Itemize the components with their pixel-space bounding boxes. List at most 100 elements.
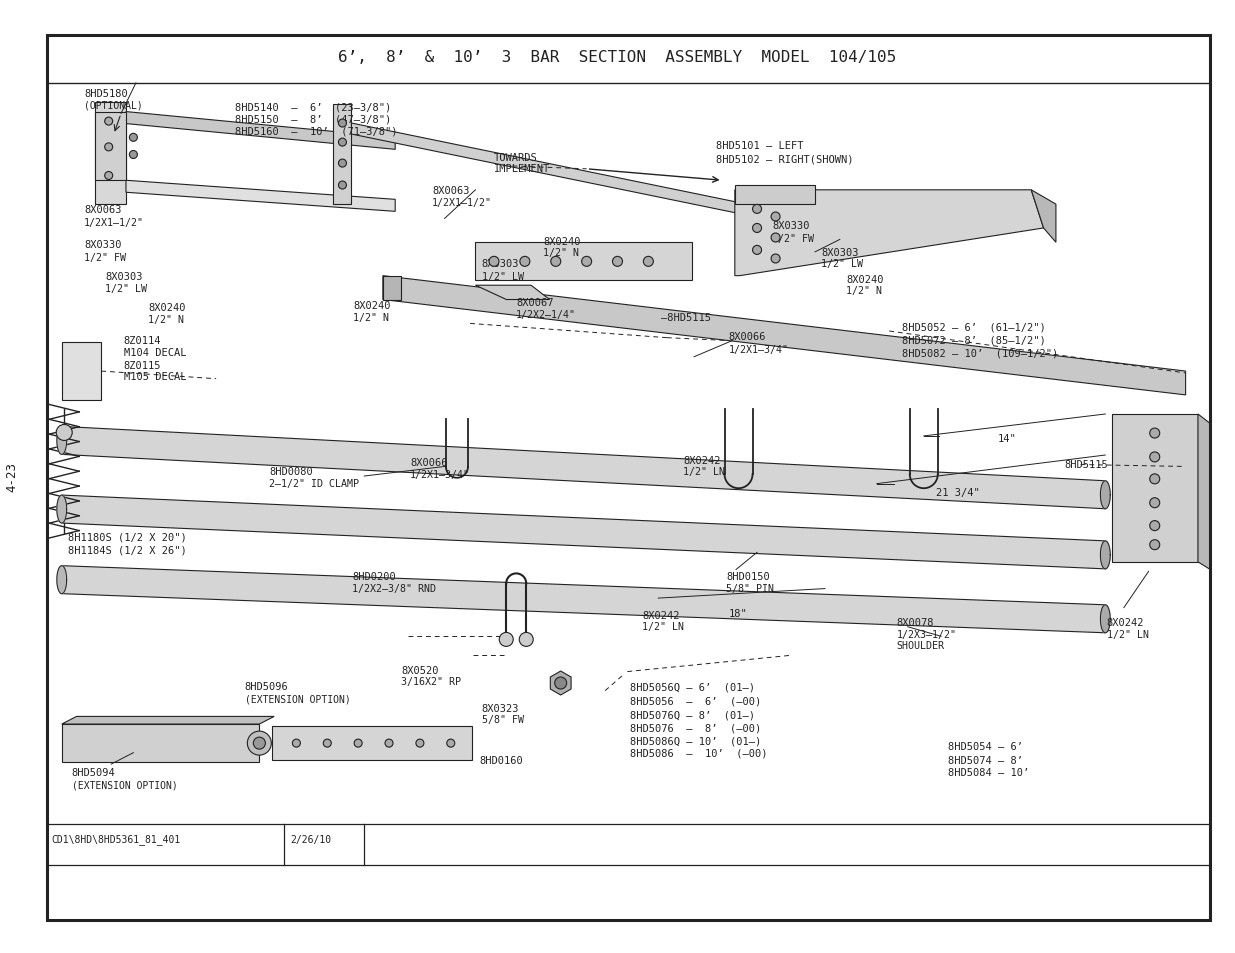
Text: 8HD5056  –  6’  (–00): 8HD5056 – 6’ (–00) bbox=[630, 696, 761, 705]
Polygon shape bbox=[333, 105, 352, 205]
Text: 8HD5096: 8HD5096 bbox=[245, 681, 288, 691]
Circle shape bbox=[771, 233, 781, 243]
Text: 8H1184S (1/2 X 26"): 8H1184S (1/2 X 26") bbox=[68, 545, 186, 555]
Text: 1/2" LW: 1/2" LW bbox=[821, 259, 863, 269]
Text: 8X0330: 8X0330 bbox=[84, 240, 121, 250]
Text: 8X0066: 8X0066 bbox=[729, 332, 766, 341]
Circle shape bbox=[1150, 429, 1160, 438]
Text: 1/2" N: 1/2" N bbox=[353, 313, 389, 322]
Circle shape bbox=[551, 257, 561, 267]
Circle shape bbox=[130, 152, 137, 159]
Text: 1/2" LW: 1/2" LW bbox=[105, 284, 147, 294]
Circle shape bbox=[324, 740, 331, 747]
Circle shape bbox=[338, 160, 347, 168]
Text: 8X0063: 8X0063 bbox=[84, 205, 121, 214]
Polygon shape bbox=[95, 103, 126, 205]
Text: (EXTENSION OPTION): (EXTENSION OPTION) bbox=[245, 694, 351, 703]
Text: 1/2X1–3/4": 1/2X1–3/4" bbox=[410, 470, 471, 479]
Circle shape bbox=[752, 205, 762, 214]
Text: 8HD5102 – RIGHT(SHOWN): 8HD5102 – RIGHT(SHOWN) bbox=[716, 154, 853, 164]
Text: 8H1180S (1/2 X 20"): 8H1180S (1/2 X 20") bbox=[68, 532, 186, 541]
Text: 8HD5101 – LEFT: 8HD5101 – LEFT bbox=[716, 141, 804, 151]
Text: 8HD5074 – 8’: 8HD5074 – 8’ bbox=[948, 755, 1024, 764]
Text: 1/2" LW: 1/2" LW bbox=[482, 272, 524, 281]
Text: 8X0303: 8X0303 bbox=[821, 248, 858, 257]
Text: 8X0067: 8X0067 bbox=[516, 297, 553, 307]
Circle shape bbox=[338, 120, 347, 128]
Polygon shape bbox=[95, 112, 126, 181]
Text: 8X0303: 8X0303 bbox=[105, 272, 142, 281]
Text: SHOULDER: SHOULDER bbox=[897, 640, 945, 650]
Circle shape bbox=[247, 731, 272, 756]
Text: —8HD5115: —8HD5115 bbox=[661, 313, 710, 322]
Circle shape bbox=[130, 134, 137, 142]
Text: 8X0240: 8X0240 bbox=[353, 300, 390, 310]
Circle shape bbox=[105, 144, 112, 152]
Polygon shape bbox=[1100, 481, 1110, 509]
Text: 8X0520: 8X0520 bbox=[401, 665, 438, 675]
Text: 1/2X1–1/2": 1/2X1–1/2" bbox=[84, 217, 144, 227]
Text: 1/2" FW: 1/2" FW bbox=[772, 233, 814, 243]
Text: 1/2X3–1/2": 1/2X3–1/2" bbox=[897, 629, 957, 639]
Polygon shape bbox=[62, 427, 1105, 509]
Text: 1/2" FW: 1/2" FW bbox=[84, 253, 126, 262]
Text: 1/2" N: 1/2" N bbox=[148, 314, 184, 324]
Circle shape bbox=[1150, 521, 1160, 531]
Text: (OPTIONAL): (OPTIONAL) bbox=[84, 100, 143, 110]
Text: 8HD5076  –  8’  (–00): 8HD5076 – 8’ (–00) bbox=[630, 722, 761, 732]
Text: 8X0330: 8X0330 bbox=[772, 221, 809, 231]
Text: 8HD5094: 8HD5094 bbox=[72, 767, 115, 777]
Polygon shape bbox=[57, 427, 67, 455]
Polygon shape bbox=[62, 566, 1105, 633]
Text: 8HD5180: 8HD5180 bbox=[84, 89, 127, 98]
Polygon shape bbox=[272, 726, 472, 760]
Polygon shape bbox=[1100, 605, 1110, 633]
Polygon shape bbox=[352, 124, 840, 235]
Text: M105 DECAL: M105 DECAL bbox=[124, 372, 186, 381]
Circle shape bbox=[613, 257, 622, 267]
Circle shape bbox=[555, 678, 567, 689]
Circle shape bbox=[105, 118, 112, 126]
Polygon shape bbox=[126, 112, 395, 151]
Circle shape bbox=[338, 182, 347, 190]
Polygon shape bbox=[1112, 415, 1198, 562]
Text: 8HD5056Q – 6’  (01–): 8HD5056Q – 6’ (01–) bbox=[630, 681, 755, 691]
Text: 6’,  8’  &  10’  3  BAR  SECTION  ASSEMBLY  MODEL  104/105: 6’, 8’ & 10’ 3 BAR SECTION ASSEMBLY MODE… bbox=[338, 50, 897, 65]
Polygon shape bbox=[1031, 191, 1056, 243]
Circle shape bbox=[520, 257, 530, 267]
Circle shape bbox=[489, 257, 499, 267]
Text: 8HD5086Q – 10’  (01–): 8HD5086Q – 10’ (01–) bbox=[630, 736, 761, 745]
Text: 8HD5084 – 10’: 8HD5084 – 10’ bbox=[948, 767, 1030, 777]
Text: 8X0323: 8X0323 bbox=[482, 703, 519, 713]
Text: 8HD5140  –  6’  (23–3/8"): 8HD5140 – 6’ (23–3/8") bbox=[235, 102, 391, 112]
Text: 8HD5082 – 10’  (109–1/2"): 8HD5082 – 10’ (109–1/2") bbox=[902, 348, 1058, 357]
Text: 3/16X2" RP: 3/16X2" RP bbox=[401, 677, 462, 686]
Text: 8X0240: 8X0240 bbox=[148, 303, 185, 313]
Polygon shape bbox=[383, 276, 1186, 395]
Text: IMPLEMENT: IMPLEMENT bbox=[494, 164, 551, 173]
Text: 21 3/4": 21 3/4" bbox=[936, 488, 979, 497]
Text: 8X0242: 8X0242 bbox=[683, 456, 720, 465]
Polygon shape bbox=[551, 671, 571, 696]
Text: 8X0242: 8X0242 bbox=[642, 610, 679, 619]
Text: 8X0078: 8X0078 bbox=[897, 618, 934, 627]
Circle shape bbox=[253, 738, 266, 749]
Circle shape bbox=[519, 633, 534, 647]
Text: 1/2X1–1/2": 1/2X1–1/2" bbox=[432, 198, 493, 208]
Polygon shape bbox=[62, 496, 1105, 569]
Text: TOWARDS: TOWARDS bbox=[494, 152, 537, 162]
Text: 1/2X1–3/4": 1/2X1–3/4" bbox=[729, 345, 789, 355]
Text: 8X0240: 8X0240 bbox=[846, 274, 883, 284]
Text: 5/8" PIN: 5/8" PIN bbox=[726, 583, 774, 593]
Text: 8HD0150: 8HD0150 bbox=[726, 572, 769, 581]
Text: 8X0242: 8X0242 bbox=[1107, 618, 1144, 627]
Polygon shape bbox=[62, 717, 274, 724]
Circle shape bbox=[338, 139, 347, 147]
Text: 8HD0080: 8HD0080 bbox=[269, 467, 312, 476]
Text: 8HD5054 – 6’: 8HD5054 – 6’ bbox=[948, 741, 1024, 751]
Circle shape bbox=[416, 740, 424, 747]
Polygon shape bbox=[735, 191, 1044, 276]
Text: 1/2" N: 1/2" N bbox=[543, 248, 579, 257]
Text: 8X0303: 8X0303 bbox=[482, 259, 519, 269]
Text: 8HD5076Q – 8’  (01–): 8HD5076Q – 8’ (01–) bbox=[630, 710, 755, 720]
